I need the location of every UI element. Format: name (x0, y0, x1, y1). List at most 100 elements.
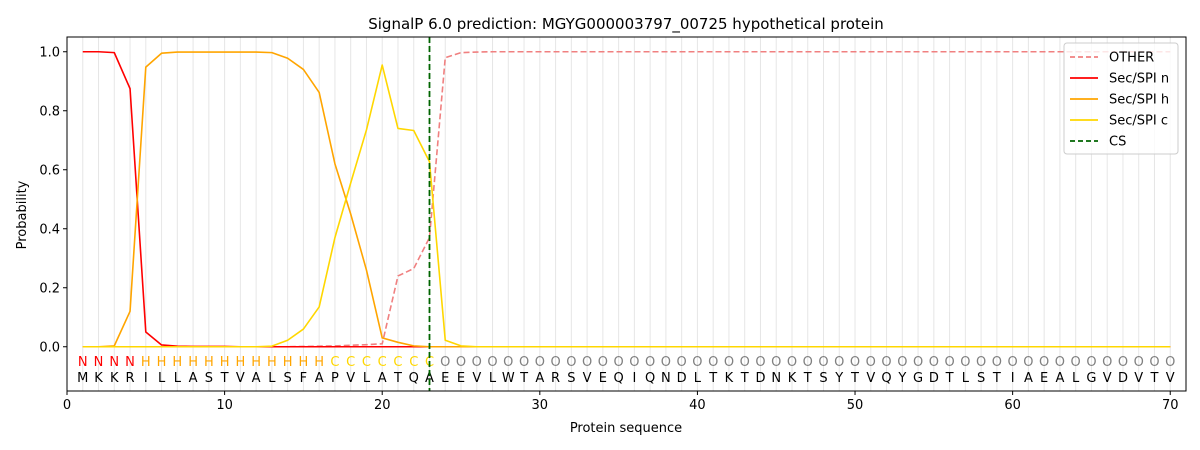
residue-letter: D (755, 371, 765, 386)
state-label: O (913, 355, 923, 370)
state-label: O (929, 355, 939, 370)
state-label: O (677, 355, 687, 370)
residue-letter: T (740, 371, 749, 386)
x-tick-label: 40 (689, 398, 706, 413)
residue-letter: V (583, 371, 592, 386)
state-label: C (346, 355, 355, 370)
state-label: O (566, 355, 576, 370)
axes: 0 10 20 30 40 50 60 70 0.0 0.2 0.4 0.6 0.8 1.0 (39, 36, 1187, 413)
state-label: O (1149, 355, 1159, 370)
residue-letter: P (331, 371, 339, 386)
state-label: O (803, 355, 813, 370)
y-tick-label: 0.4 (39, 222, 60, 237)
state-label: H (267, 355, 277, 370)
residue-letter: K (110, 371, 119, 386)
x-tick-label: 50 (847, 398, 864, 413)
residue-letter: T (803, 371, 812, 386)
residue-letter: I (144, 371, 148, 386)
state-label: O (1055, 355, 1065, 370)
state-label: O (740, 355, 750, 370)
state-label: O (976, 355, 986, 370)
residue-letter: I (1011, 371, 1015, 386)
residue-letter: L (268, 371, 276, 386)
residue-letter: A (1024, 371, 1033, 386)
state-label: O (1023, 355, 1033, 370)
residue-letter: K (725, 371, 734, 386)
state-label: O (614, 355, 624, 370)
state-label: N (109, 355, 119, 370)
state-label: N (78, 355, 88, 370)
legend-box (1063, 42, 1179, 155)
residue-letter: V (472, 371, 481, 386)
state-label: H (235, 355, 245, 370)
state-label: O (440, 355, 450, 370)
state-label: H (157, 355, 167, 370)
residue-letter: R (126, 371, 135, 386)
residue-letter: T (519, 371, 528, 386)
legend-label: CS (1109, 135, 1126, 150)
residue-letter: L (158, 371, 166, 386)
residue-letter: E (441, 371, 449, 386)
residue-letter: D (677, 371, 687, 386)
state-label: O (1008, 355, 1018, 370)
state-label: O (992, 355, 1002, 370)
residue-letter: A (315, 371, 324, 386)
x-tick-label: 20 (374, 398, 391, 413)
state-label: O (755, 355, 765, 370)
residue-letter: W (502, 371, 515, 386)
residue-letter: D (929, 371, 939, 386)
state-label: O (881, 355, 891, 370)
residue-letter: T (708, 371, 717, 386)
state-label: C (409, 355, 418, 370)
residue-letter: L (174, 371, 182, 386)
y-tick-label: 0.0 (39, 340, 60, 355)
residue-letter: N (771, 371, 781, 386)
state-label: O (550, 355, 560, 370)
residue-letter: M (77, 371, 88, 386)
state-label: C (393, 355, 402, 370)
residue-letter: Q (881, 371, 891, 386)
state-label: C (378, 355, 387, 370)
state-label: O (519, 355, 529, 370)
residue-letter: L (962, 371, 970, 386)
x-tick-label: 10 (216, 398, 233, 413)
state-label: O (850, 355, 860, 370)
legend-label: Sec/SPI n (1109, 72, 1169, 87)
residue-letter: L (1072, 371, 1080, 386)
state-label: O (787, 355, 797, 370)
x-tick-label: 70 (1162, 398, 1179, 413)
residue-letter: T (220, 371, 229, 386)
state-label: C (330, 355, 339, 370)
residue-letter: R (551, 371, 560, 386)
state-label: H (299, 355, 309, 370)
legend-label: Sec/SPI h (1109, 93, 1169, 108)
state-label: O (661, 355, 671, 370)
residue-letter: V (866, 371, 875, 386)
state-label: O (708, 355, 718, 370)
state-label: H (251, 355, 261, 370)
residue-letter: T (393, 371, 402, 386)
state-label: O (1102, 355, 1112, 370)
residue-letter: K (788, 371, 797, 386)
state-label: O (818, 355, 828, 370)
residue-letter: E (1040, 371, 1048, 386)
state-label: O (1134, 355, 1144, 370)
residue-letter: A (535, 371, 544, 386)
y-tick-label: 0.2 (39, 281, 60, 296)
plot-frame (66, 36, 1187, 392)
state-label: C (362, 355, 371, 370)
state-label: O (503, 355, 513, 370)
x-tick-label: 0 (63, 398, 71, 413)
state-label: O (724, 355, 734, 370)
grid-lines (82, 37, 1171, 391)
residue-letter: S (567, 371, 575, 386)
state-label: O (598, 355, 608, 370)
residue-letter: A (1055, 371, 1064, 386)
residue-letter: V (1134, 371, 1143, 386)
state-label: N (94, 355, 104, 370)
residue-letter: G (1086, 371, 1096, 386)
state-label: O (960, 355, 970, 370)
legend: OTHER Sec/SPI n Sec/SPI h Sec/SPI c CS (1063, 42, 1179, 155)
